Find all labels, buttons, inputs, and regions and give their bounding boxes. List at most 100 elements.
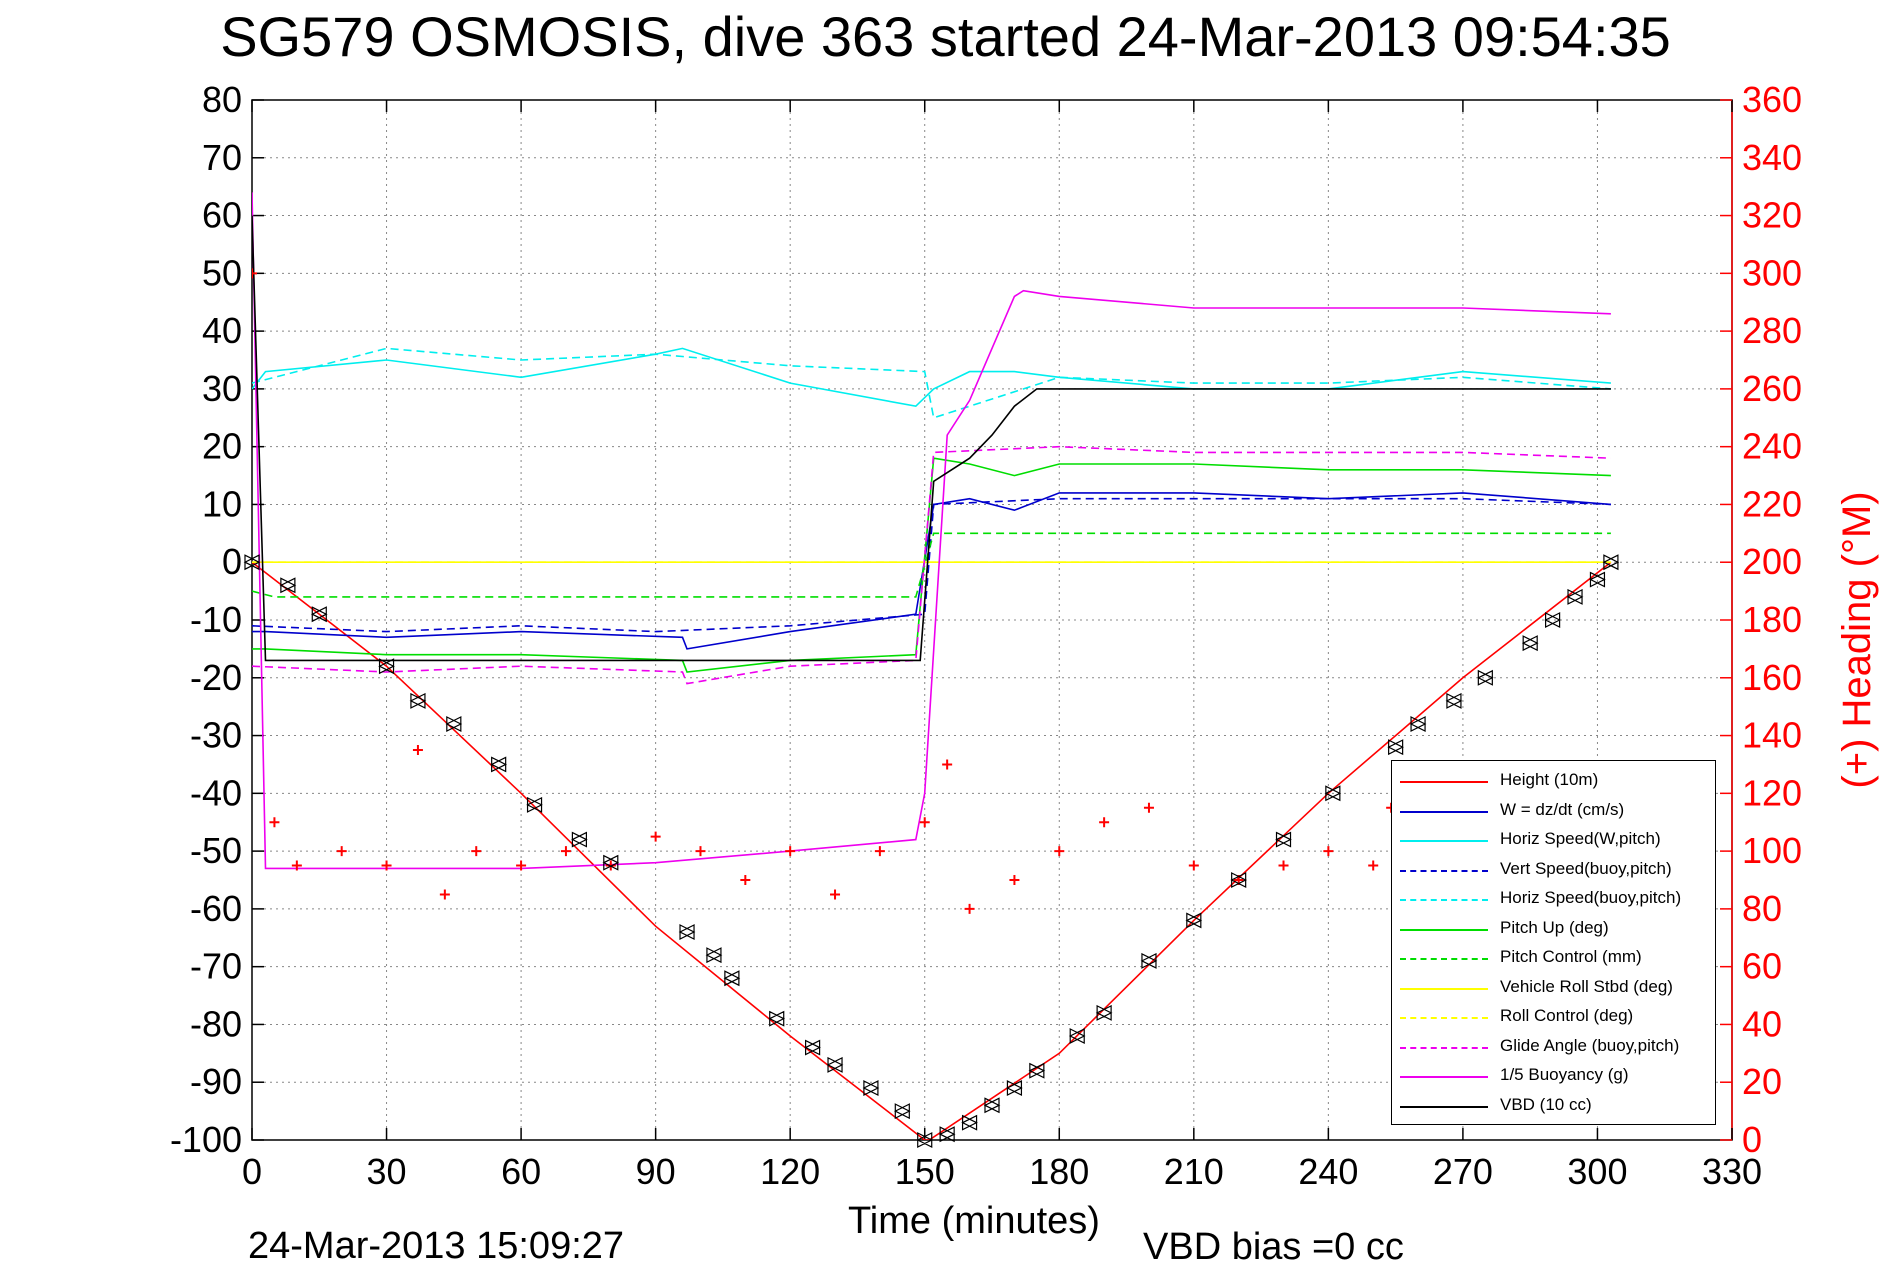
profile-marker-38 (1589, 571, 1606, 588)
y-tick-label-15: -70 (190, 946, 242, 987)
profile-marker-35 (1521, 635, 1539, 652)
heading-point-18 (942, 759, 953, 770)
heading-point-3 (336, 846, 347, 857)
y-tick-label-13: -50 (190, 830, 242, 871)
y-tick-label-18: -100 (170, 1119, 242, 1160)
legend-swatch (1400, 958, 1488, 960)
series-line-9 (252, 445, 1611, 685)
heading-point-26 (1278, 860, 1289, 871)
profile-marker-27 (1185, 912, 1203, 929)
y2-tick-label-8: 200 (1742, 541, 1802, 582)
profile-marker-26 (1140, 952, 1158, 969)
heading-point-20 (1009, 875, 1020, 885)
heading-point-22 (1099, 817, 1110, 828)
profile-marker-7 (526, 796, 543, 813)
y-tick-label-12: -40 (190, 772, 242, 813)
profile-marker-0 (243, 554, 261, 571)
profile-marker-11 (705, 947, 723, 964)
legend-label: 1/5 Buoyancy (g) (1500, 1065, 1629, 1084)
y-tick-label-8: 0 (222, 541, 242, 582)
legend-swatch (1400, 1076, 1488, 1078)
legend-item: Horiz Speed(W,pitch) (1392, 826, 1715, 856)
profile-marker-25 (1095, 1004, 1113, 1021)
profile-marker-21 (983, 1097, 1001, 1114)
legend-label: VBD (10 cc) (1500, 1094, 1592, 1114)
vbd-bias-label: VBD bias =0 cc (1143, 1226, 1404, 1268)
heading-point-9 (560, 846, 571, 857)
x-tick-label-1: 30 (367, 1151, 407, 1192)
legend-swatch (1400, 928, 1488, 931)
series-line-0 (252, 561, 1612, 1140)
y2-tick-label-10: 160 (1742, 657, 1802, 698)
profile-marker-12 (723, 970, 741, 987)
legend-swatch (1400, 781, 1488, 783)
y2-tick-label-11: 140 (1742, 715, 1802, 756)
profile-marker-29 (1275, 831, 1292, 848)
heading-point-19 (964, 903, 975, 914)
heading-point-16 (874, 846, 885, 857)
profile-marker-39 (1602, 554, 1620, 571)
series-line-5 (252, 457, 1611, 673)
y2-tick-label-3: 300 (1742, 252, 1802, 293)
profile-marker-31 (1387, 739, 1404, 756)
x-tick-label-4: 120 (760, 1151, 820, 1192)
legend-item: W = dz/dt (cm/s) (1392, 797, 1715, 827)
y2-tick-label-16: 40 (1742, 1003, 1782, 1044)
heading-point-15 (830, 889, 841, 900)
y-tick-label-2: 60 (202, 195, 242, 236)
heading-point-11 (650, 831, 661, 842)
y2-tick-label-0: 360 (1742, 79, 1802, 120)
y2-tick-label-9: 180 (1742, 599, 1802, 640)
legend-label: W = dz/dt (cm/s) (1500, 799, 1625, 819)
profile-marker-37 (1566, 588, 1584, 605)
profile-marker-8 (571, 831, 588, 848)
chart-title: SG579 OSMOSIS, dive 363 started 24-Mar-2… (220, 5, 1671, 68)
legend-item: Pitch Control (mm) (1392, 944, 1715, 974)
legend-item: Glide Angle (buoy,pitch) (1392, 1033, 1715, 1063)
plot-timestamp: 24-Mar-2013 15:09:27 (248, 1225, 625, 1267)
heading-point-14 (785, 846, 796, 857)
profile-marker-9 (602, 854, 620, 871)
profile-marker-33 (1445, 692, 1463, 709)
x-tick-label-9: 270 (1433, 1151, 1493, 1192)
y2-tick-label-12: 120 (1742, 772, 1802, 813)
x-tick-label-5: 150 (895, 1151, 955, 1192)
profile-marker-36 (1544, 612, 1561, 628)
heading-point-2 (291, 860, 302, 871)
legend-swatch (1400, 899, 1488, 901)
legend-swatch (1400, 1046, 1488, 1049)
legend-label: Roll Control (deg) (1500, 1006, 1634, 1025)
y2-tick-label-17: 20 (1742, 1061, 1782, 1102)
y-tick-label-9: -10 (190, 599, 242, 640)
y-tick-label-16: -80 (190, 1003, 242, 1044)
profile-marker-24 (1068, 1028, 1086, 1044)
legend-item: Horiz Speed(buoy,pitch) (1392, 885, 1715, 915)
x-tick-label-8: 240 (1298, 1151, 1358, 1192)
series-line-3 (252, 497, 1611, 633)
legend-item: Vehicle Roll Stbd (deg) (1392, 974, 1715, 1004)
y-tick-label-1: 70 (202, 137, 242, 178)
legend-swatch (1400, 1017, 1488, 1019)
profile-marker-23 (1028, 1062, 1046, 1079)
y-tick-label-10: -20 (190, 657, 242, 698)
profile-marker-14 (804, 1039, 821, 1056)
y-tick-label-14: -60 (190, 888, 242, 929)
y2-tick-label-13: 100 (1742, 830, 1802, 871)
legend-swatch (1400, 810, 1488, 813)
y2-tick-label-15: 60 (1742, 946, 1782, 987)
legend-swatch (1400, 869, 1488, 872)
profile-marker-28 (1230, 872, 1248, 888)
x-tick-label-3: 90 (636, 1151, 676, 1192)
profile-marker-3 (378, 658, 395, 675)
legend-item: 1/5 Buoyancy (g) (1392, 1062, 1715, 1092)
profile-marker-34 (1476, 669, 1494, 686)
legend-label: Glide Angle (buoy,pitch) (1500, 1035, 1680, 1055)
heading-point-12 (695, 846, 706, 857)
heading-point-27 (1323, 846, 1334, 857)
y-tick-label-3: 50 (202, 252, 242, 293)
profile-marker-32 (1409, 716, 1427, 732)
y-tick-label-17: -90 (190, 1061, 242, 1102)
legend-label: Horiz Speed(buoy,pitch) (1500, 888, 1682, 907)
profile-marker-2 (310, 606, 328, 623)
